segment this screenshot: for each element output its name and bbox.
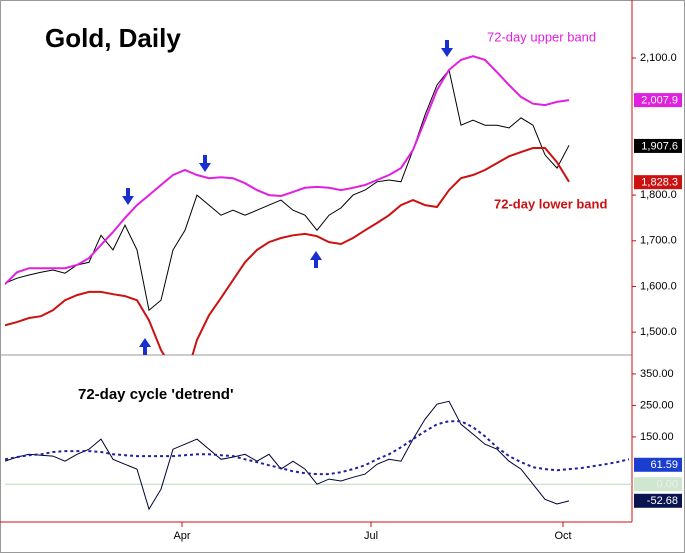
arrows [122,40,453,355]
value-box [634,477,682,492]
arrow-up [310,251,322,268]
value-box [634,457,682,472]
series-label: 72-day upper band [487,29,596,44]
plot-area [5,400,632,511]
arrow-up [139,338,151,355]
y-tick-label: 1,500.0 [640,326,677,338]
x-tick-label: Oct [554,530,571,542]
plot-area [5,55,570,355]
series-line [5,55,570,285]
series-line [5,68,570,312]
series-label: 72-day lower band [494,196,607,211]
series-line [5,400,570,511]
panel-title: 72-day cycle 'detrend' [78,386,234,403]
value-box [634,175,682,190]
value-box-label: -52.68 [647,495,678,507]
value-box-label: 2,007.9 [641,95,678,107]
value-box-label: 1,828.3 [641,177,678,189]
y-tick-label: 1,700.0 [640,235,677,247]
series-line [5,147,570,355]
y-tick-label: 1,600.0 [640,280,677,292]
y-tick-label: 250.00 [640,399,674,411]
arrow-down [441,40,453,57]
x-tick-label: Jul [364,530,378,542]
value-box-label: 1,907.6 [641,140,678,152]
value-box-label: 61.59 [650,459,678,471]
series-line [5,420,630,476]
value-box-label: 0.00 [657,479,678,491]
chart-title: Gold, Daily [45,23,181,53]
y-tick-label: 1,800.0 [640,189,677,201]
y-tick-label: 350.00 [640,368,674,380]
value-box [634,493,682,508]
value-box [634,93,682,108]
arrow-down [199,155,211,172]
arrow-down [122,188,134,205]
y-tick-label: 2,100.0 [640,52,677,64]
x-tick-label: Apr [173,530,190,542]
value-box [634,138,682,153]
y-tick-label: 150.00 [640,431,674,443]
